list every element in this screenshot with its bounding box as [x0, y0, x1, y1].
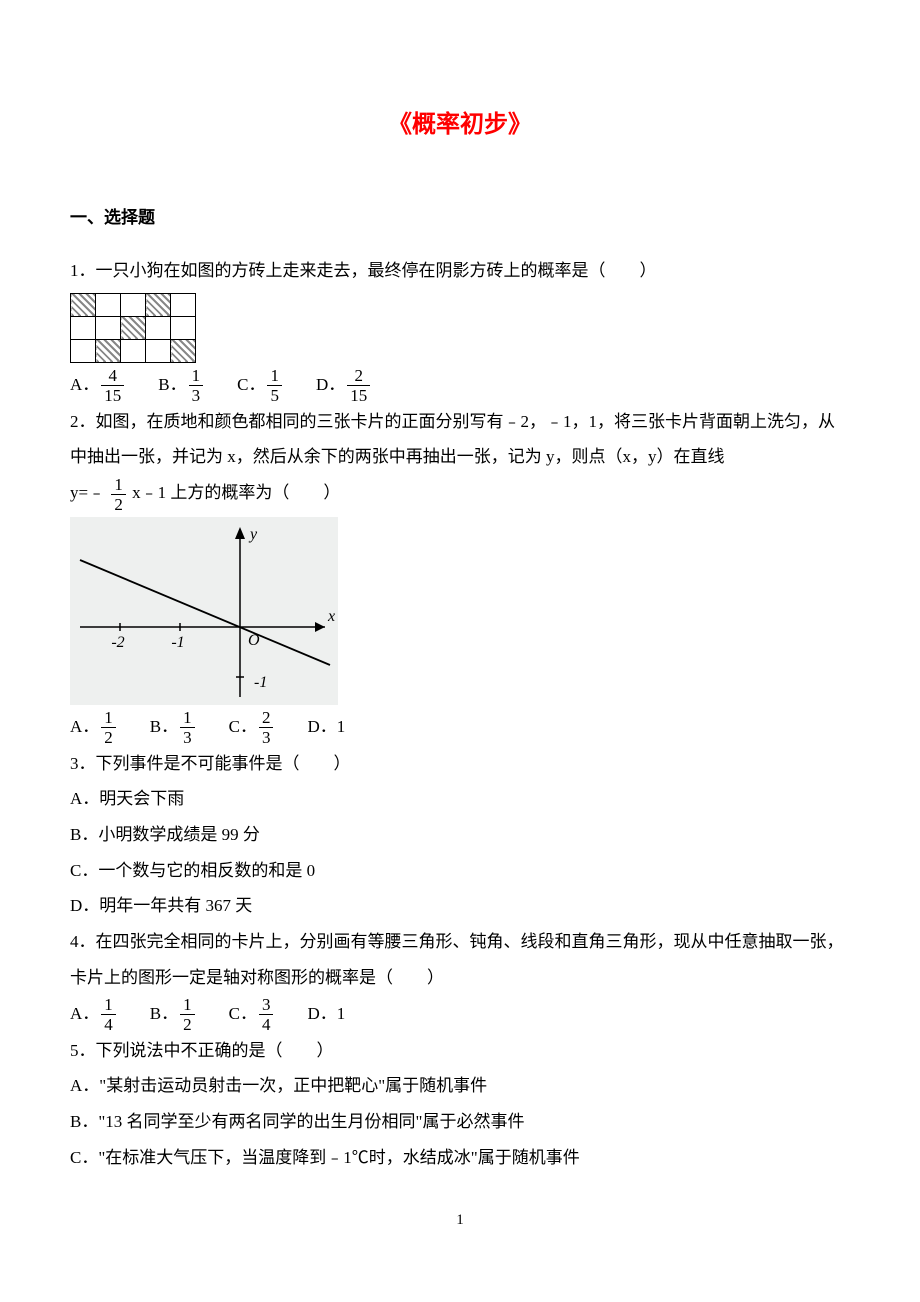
q5-b: B．"13 名同学至少有两名同学的出生月份相同"属于必然事件	[70, 1104, 850, 1140]
q4-choices: A． 14 B． 12 C． 34 D．1	[70, 996, 850, 1033]
x-axis-label: x	[327, 608, 335, 625]
q2-choice-c: C． 23	[229, 709, 276, 746]
q4-choice-a: A． 14	[70, 996, 118, 1033]
q1-choices: A． 415 B． 13 C． 15 D． 215	[70, 367, 850, 404]
document-title: 《概率初步》	[70, 100, 850, 150]
q4-choice-c: C． 34	[229, 996, 276, 1033]
q1-choice-b: B． 13	[158, 367, 205, 404]
q4-choice-b: B． 12	[150, 996, 197, 1033]
y-axis-label: y	[248, 526, 258, 543]
q5-c: C．"在标准大气压下，当温度降到﹣1℃时，水结成冰"属于随机事件	[70, 1140, 850, 1176]
q5-text: 5．下列说法中不正确的是（ ）	[70, 1033, 850, 1069]
q3-text: 3．下列事件是不可能事件是（ ）	[70, 746, 850, 782]
q1-choice-c: C． 15	[237, 367, 284, 404]
q3-d: D．明年一年共有 367 天	[70, 888, 850, 924]
q3-b: B．小明数学成绩是 99 分	[70, 817, 850, 853]
tick-neg1: -1	[171, 634, 184, 651]
q1-grid	[70, 293, 196, 363]
q2-graph: -2 -1 O x y -1	[70, 517, 338, 705]
q1-choice-a: A． 415	[70, 367, 126, 404]
page-content: 《概率初步》 一、选择题 1．一只小狗在如图的方砖上走来走去，最终停在阴影方砖上…	[0, 0, 920, 1277]
q2-choice-b: B． 13	[150, 709, 197, 746]
q2-text-line2: y=﹣ 12 x﹣1 上方的概率为（ ）	[70, 475, 850, 513]
tick-neg2: -2	[111, 634, 124, 651]
q3-a: A．明天会下雨	[70, 781, 850, 817]
q2-choice-a: A． 12	[70, 709, 118, 746]
section-heading: 一、选择题	[70, 200, 850, 236]
q3-c: C．一个数与它的相反数的和是 0	[70, 853, 850, 889]
page-number: 1	[70, 1205, 850, 1237]
q2-choice-d: D．1	[307, 709, 345, 745]
q5-a: A．"某射击运动员射击一次，正中把靶心"属于随机事件	[70, 1068, 850, 1104]
q2-choices: A． 12 B． 13 C． 23 D．1	[70, 709, 850, 746]
q2-text-line1: 2．如图，在质地和颜色都相同的三张卡片的正面分别写有﹣2，﹣1，1，将三张卡片背…	[70, 404, 850, 475]
q4-text: 4．在四张完全相同的卡片上，分别画有等腰三角形、钝角、线段和直角三角形，现从中任…	[70, 924, 850, 995]
tick-neg1y: -1	[254, 674, 267, 691]
q1-choice-d: D． 215	[316, 367, 372, 404]
origin-label: O	[248, 632, 260, 649]
q1-text: 1．一只小狗在如图的方砖上走来走去，最终停在阴影方砖上的概率是（ ）	[70, 253, 850, 289]
q4-choice-d: D．1	[307, 996, 345, 1032]
